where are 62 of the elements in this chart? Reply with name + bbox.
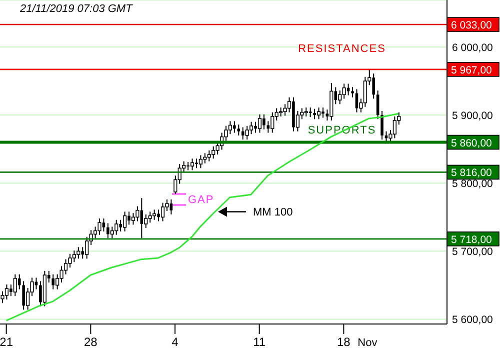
candlestick: [380, 110, 384, 140]
candlestick: [4, 284, 9, 300]
ref-line-label: 5 718,00: [451, 234, 492, 246]
candlestick: [76, 246, 80, 260]
candlestick: [56, 274, 60, 290]
candlestick: [212, 146, 216, 160]
y-tick-label: 6 000,00: [452, 42, 494, 54]
candlestick: [136, 206, 140, 222]
candlestick: [342, 83, 346, 100]
ref-line-label: 5 967,00: [451, 64, 492, 76]
annotation: 21/11/2019 07:03 GMT: [19, 3, 134, 15]
candlestick: [152, 209, 156, 220]
candlestick: [203, 152, 207, 164]
y-tick-label: 5 700,00: [452, 246, 494, 258]
candlestick: [228, 120, 232, 135]
ref-line-label: 5 860,00: [451, 137, 492, 150]
candlestick: [110, 226, 114, 239]
text: Nov: [358, 337, 378, 349]
candlestick: [190, 158, 194, 171]
series-label: MM 100: [252, 206, 293, 219]
candlestick: [131, 212, 136, 226]
candlestick: [13, 274, 17, 297]
x-tick-label: 18: [337, 335, 351, 349]
x-tick-label: 21: [0, 335, 14, 349]
candlestick: [198, 154, 202, 169]
candlestick: [207, 150, 211, 162]
candlestick: [18, 274, 21, 290]
annotation: GAP: [188, 194, 214, 206]
candlestick: [93, 226, 98, 239]
candlestick: [160, 202, 165, 222]
candlestick: [308, 107, 312, 118]
candlestick: [64, 258, 68, 275]
candlestick: [237, 124, 240, 136]
candlestick: [148, 211, 152, 224]
candlestick: [363, 76, 367, 108]
ref-line-label: 6 033,00: [451, 20, 492, 32]
candlestick: [85, 236, 89, 260]
candlestick: [245, 125, 249, 140]
candlestick: [114, 219, 118, 236]
candlestick: [270, 112, 274, 134]
candlestick: [316, 107, 321, 120]
candlestick: [98, 218, 102, 236]
annotation: RESISTANCES: [298, 43, 386, 55]
candlestick: [351, 86, 354, 98]
candlestick: [258, 114, 262, 134]
y-tick-label: 5 900,00: [452, 110, 494, 122]
y-tick-label: 5 600,00: [452, 314, 494, 326]
candlestick: [72, 250, 76, 263]
candlestick: [338, 90, 342, 105]
x-tick-label: 28: [84, 335, 98, 349]
candlestick: [392, 116, 396, 139]
candlestick: [376, 90, 380, 120]
y-tick-label: 5 800,00: [452, 178, 494, 190]
ref-line-label: 5 816,00: [451, 167, 492, 180]
x-tick-label: 4: [172, 335, 179, 349]
candlestick: [122, 211, 127, 232]
line-series: [6, 112, 400, 322]
x-tick-label: 11: [253, 335, 266, 349]
candlestick: [250, 121, 254, 135]
candlestick: [283, 104, 287, 116]
candlestick: [52, 274, 55, 290]
candlestick: [144, 214, 148, 229]
